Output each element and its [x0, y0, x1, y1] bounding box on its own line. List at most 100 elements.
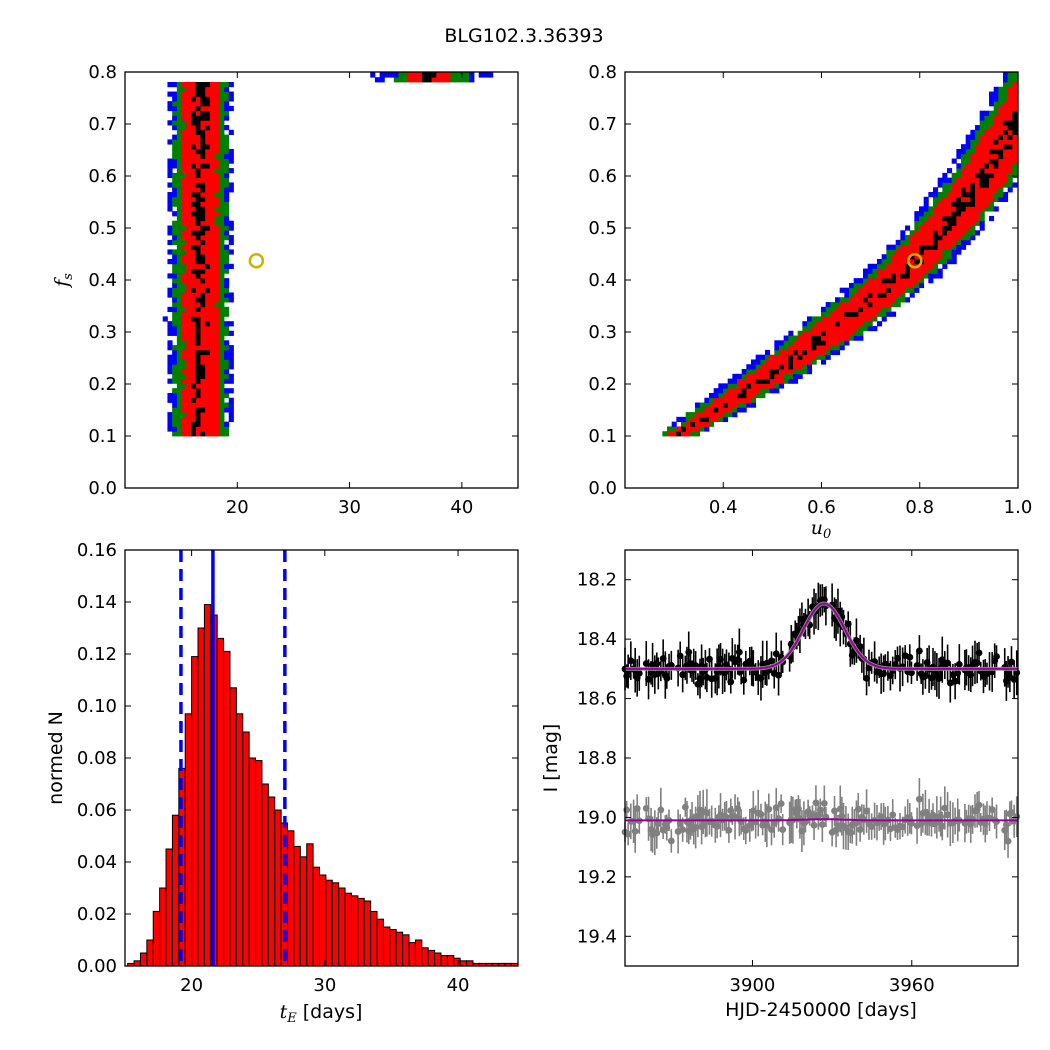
heatmap-cell — [849, 321, 855, 327]
heatmap-cell — [965, 144, 971, 150]
heatmap-cell — [755, 392, 761, 399]
heatmap-cell — [219, 287, 225, 293]
heatmap-cell — [947, 177, 953, 183]
heatmap-cell — [811, 354, 817, 360]
heatmap-cell — [224, 359, 230, 365]
heatmap-cell — [690, 426, 696, 432]
heatmap-cell — [858, 302, 864, 308]
heatmap-cell — [186, 354, 192, 360]
heatmap-cell — [167, 168, 173, 174]
heatmap-cell — [186, 373, 192, 379]
heatmap-cell — [839, 330, 845, 336]
heatmap-cell — [727, 392, 733, 399]
heatmap-cell — [825, 302, 831, 308]
heatmap-cell — [209, 292, 216, 298]
heatmap-cell — [886, 268, 892, 274]
residual-point — [777, 800, 785, 808]
heatmap-cell — [167, 81, 173, 88]
heatmap-cell — [209, 115, 216, 121]
heatmap-cell — [1007, 172, 1013, 179]
heatmap-cell — [186, 239, 192, 246]
heatmap-cell — [181, 96, 187, 102]
heatmap-cell — [923, 235, 929, 241]
heatmap-cell — [1007, 105, 1013, 112]
heatmap-cell — [709, 402, 715, 408]
heatmap-cell — [209, 129, 216, 136]
heatmap-cell — [191, 354, 197, 360]
heatmap-cell — [176, 239, 182, 246]
heatmap-cell — [172, 359, 178, 365]
figure-title: BLG102.3.36393 — [444, 25, 603, 47]
heatmap-cell — [965, 206, 971, 212]
heatmap-cell — [219, 325, 225, 332]
heatmap-cell — [219, 172, 225, 179]
heatmap-cell — [191, 235, 197, 241]
heatmap-cell — [825, 306, 831, 313]
heatmap-cell — [989, 192, 995, 198]
heatmap-cell — [783, 345, 789, 351]
heatmap-cell — [998, 192, 1004, 198]
heatmap-cell — [919, 254, 925, 260]
heatmap-cell — [186, 359, 192, 365]
heatmap-cell — [928, 249, 934, 255]
heatmap-cell — [699, 416, 705, 423]
heatmap-cell — [732, 383, 738, 389]
heatmap-cell — [200, 220, 206, 226]
heatmap-cell — [205, 335, 211, 341]
heatmap-cell — [877, 297, 883, 303]
heatmap-cell — [1007, 86, 1013, 92]
heatmap-cell — [937, 258, 943, 265]
heatmap-cell — [219, 239, 225, 246]
residual-point — [653, 829, 661, 837]
heatmap-cell — [853, 321, 859, 327]
heatmap-cell — [488, 72, 494, 78]
heatmap-cell — [200, 345, 206, 351]
heatmap-cell — [937, 239, 943, 246]
heatmap-cell — [200, 364, 206, 370]
heatmap-cell — [1007, 177, 1013, 183]
heatmap-cell — [881, 316, 887, 322]
heatmap-cell — [181, 211, 187, 217]
heatmap-cell — [172, 431, 178, 437]
heatmap-cell — [998, 172, 1004, 179]
heatmap-cell — [172, 369, 178, 375]
heatmap-cell — [891, 282, 897, 289]
heatmap-cell — [195, 321, 201, 327]
heatmap-cell — [900, 292, 906, 298]
heatmap-cell — [839, 340, 845, 346]
heatmap-cell — [793, 335, 799, 341]
heatmap-cell — [709, 407, 715, 413]
heatmap-cell — [877, 321, 883, 327]
heatmap-cell — [219, 354, 225, 360]
heatmap-cell — [937, 201, 943, 207]
heatmap-cell — [956, 187, 962, 193]
histogram-bar — [299, 856, 308, 967]
heatmap-cell — [816, 354, 822, 360]
heatmap-cell — [191, 345, 197, 351]
heatmap-cell — [167, 206, 173, 212]
heatmap-cell — [858, 330, 864, 336]
heatmap-cell — [195, 397, 201, 403]
heatmap-cell — [849, 316, 855, 322]
heatmap-cell — [176, 225, 182, 231]
heatmap-cell — [464, 77, 470, 83]
histogram-bar — [235, 713, 244, 967]
heatmap-cell — [947, 249, 953, 255]
heatmap-cell — [214, 402, 220, 408]
heatmap-cell — [214, 287, 220, 293]
heatmap-cell — [176, 81, 182, 88]
heatmap-cell — [167, 369, 173, 375]
heatmap-cell — [802, 345, 808, 351]
heatmap-cell — [919, 249, 925, 255]
heatmap-cell — [191, 282, 197, 289]
heatmap-cell — [718, 407, 724, 413]
heatmap-cell — [214, 249, 220, 255]
heatmap-cell — [200, 125, 206, 131]
heatmap-cell — [186, 349, 192, 356]
heatmap-cell — [469, 72, 475, 78]
heatmap-cell — [186, 297, 192, 303]
heatmap-cell — [191, 134, 197, 140]
heatmap-cell — [970, 187, 976, 193]
heatmap-cell — [807, 359, 813, 365]
heatmap-cell — [835, 297, 841, 303]
